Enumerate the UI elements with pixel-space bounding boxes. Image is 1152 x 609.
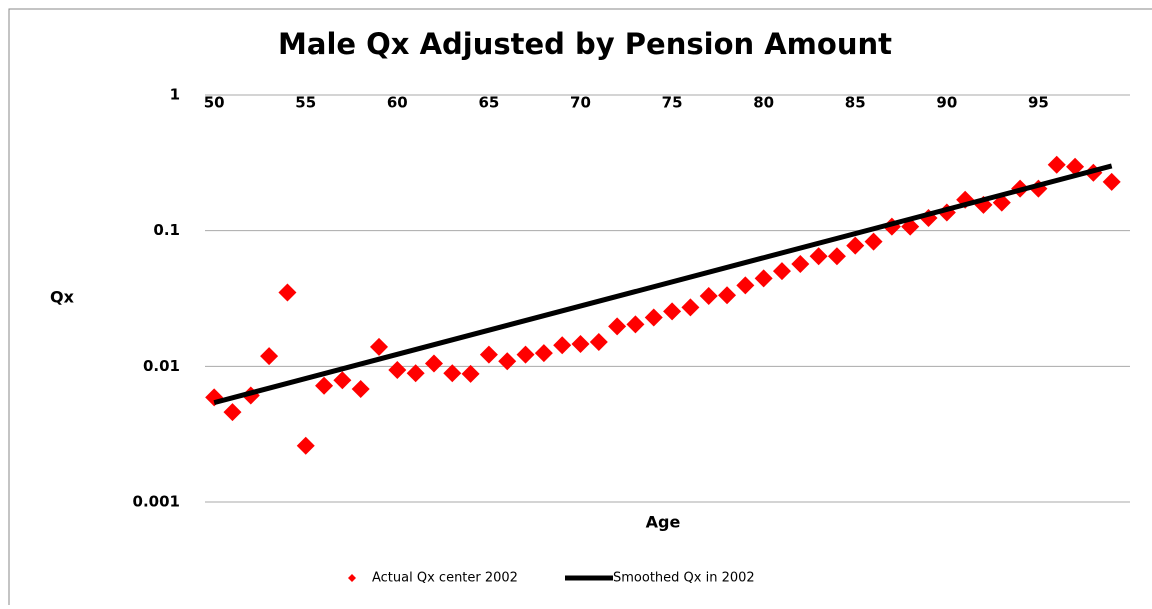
data-point — [315, 376, 334, 395]
data-point — [388, 360, 407, 379]
smoothed-line — [213, 163, 1113, 406]
data-point — [479, 345, 498, 364]
data-point — [498, 352, 517, 371]
x-tick-label: 50 — [204, 94, 225, 112]
x-tick-label: 75 — [662, 94, 683, 112]
data-point — [516, 345, 535, 364]
data-point — [424, 354, 443, 373]
data-point — [681, 298, 700, 317]
legend-marker — [348, 574, 356, 582]
data-point — [736, 276, 755, 295]
data-point — [1047, 155, 1066, 174]
chart-frame — [8, 8, 1152, 609]
data-point — [809, 247, 828, 266]
x-tick-label: 90 — [936, 94, 957, 112]
data-point — [1066, 157, 1085, 176]
data-point — [351, 380, 370, 399]
x-tick-label: 65 — [478, 94, 499, 112]
x-tick-label: 80 — [753, 94, 774, 112]
y-tick-label: 1 — [170, 86, 180, 104]
data-point — [1102, 172, 1121, 191]
y-tick-label: 0.1 — [153, 221, 180, 239]
data-point — [644, 308, 663, 327]
data-point — [754, 269, 773, 288]
data-point — [718, 286, 737, 305]
data-point — [406, 364, 425, 383]
x-tick-label: 70 — [570, 94, 591, 112]
data-point — [608, 317, 627, 336]
data-point — [571, 335, 590, 354]
data-point — [223, 403, 242, 422]
y-tick-label: 0.001 — [133, 493, 180, 511]
data-point — [699, 286, 718, 305]
data-point — [461, 364, 480, 383]
data-point — [791, 254, 810, 273]
y-axis-label: Qx — [50, 288, 75, 307]
data-point — [772, 262, 791, 281]
data-point — [626, 315, 645, 334]
x-tick-label: 60 — [387, 94, 408, 112]
data-point — [443, 364, 462, 383]
x-tick-label: 95 — [1028, 94, 1049, 112]
data-point — [846, 236, 865, 255]
legend-label: Actual Qx center 2002 — [372, 571, 518, 586]
chart-title: Male Qx Adjusted by Pension Amount — [278, 27, 892, 61]
data-point — [370, 337, 389, 356]
y-tick-label: 0.01 — [143, 357, 180, 375]
data-point — [864, 232, 883, 251]
x-tick-label: 85 — [845, 94, 866, 112]
data-point — [333, 371, 352, 390]
data-point — [827, 247, 846, 266]
data-point — [296, 436, 315, 455]
x-tick-label: 55 — [295, 94, 316, 112]
data-point — [553, 336, 572, 355]
data-point — [534, 344, 553, 363]
x-axis-label: Age — [646, 513, 681, 532]
legend-label: Smoothed Qx in 2002 — [613, 571, 755, 586]
data-point — [278, 283, 297, 302]
data-point — [589, 333, 608, 352]
data-point — [260, 347, 279, 366]
data-point — [663, 302, 682, 321]
